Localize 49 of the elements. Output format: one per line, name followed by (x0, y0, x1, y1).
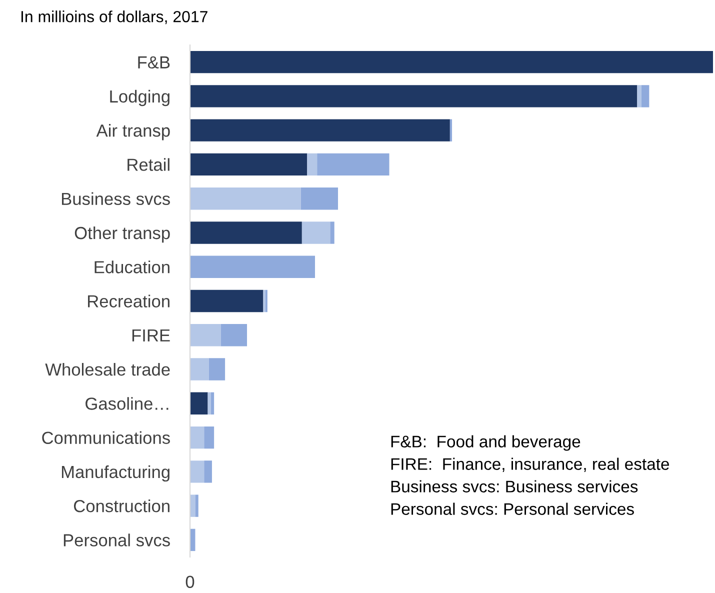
annotation: Business svcs: Business services (391, 480, 638, 492)
bar (208, 358, 226, 380)
bar (190, 426, 204, 449)
bar (210, 392, 214, 414)
bar (190, 222, 302, 244)
bar (190, 392, 208, 414)
bar (190, 358, 209, 380)
y-tick-label: FIRE (132, 329, 170, 342)
y-tick-label: F&B (138, 56, 170, 69)
bar (317, 153, 390, 176)
bar (190, 290, 264, 312)
y-tick-label: Manufacturing (62, 465, 170, 482)
y-tick-label: Air transp (96, 124, 170, 140)
bar (307, 153, 318, 176)
bar (302, 222, 330, 244)
y-tick-label: Education (94, 260, 170, 274)
bar (450, 119, 452, 142)
y-tick-label: Retail (128, 158, 170, 171)
bar (204, 426, 214, 449)
y-tick-label: Recreation (88, 294, 170, 308)
bar (190, 460, 204, 483)
bar (190, 85, 638, 108)
text: 0 (186, 576, 194, 588)
annotation: F&B: Food and beverage (391, 435, 580, 451)
bar (300, 188, 338, 210)
bar (190, 50, 713, 74)
bar (204, 460, 212, 483)
bar (190, 324, 221, 346)
bar (190, 153, 308, 176)
bar (637, 85, 642, 108)
y-tick-label: Gasoline… (86, 397, 168, 410)
bar (195, 494, 198, 517)
bar (190, 119, 450, 142)
y-tick-label: Communications (42, 431, 170, 444)
y-tick-label: Other transp (74, 226, 170, 243)
bar (330, 222, 334, 244)
y-tick-label: Personal svcs (64, 534, 170, 546)
y-tick-label: Wholesale trade (45, 362, 170, 376)
bar (208, 392, 211, 414)
annotation: Personal svcs: Personal services (391, 502, 634, 515)
bar (641, 85, 650, 108)
y-tick-label: Business svcs (62, 192, 170, 206)
bar (190, 188, 301, 210)
annotation: FIRE: Finance, insurance, real estate (391, 458, 670, 472)
y-tick-label: Lodging (110, 90, 170, 106)
y-tick-label: Construction (74, 500, 170, 512)
bar (220, 324, 248, 346)
bar (190, 256, 315, 278)
chart-title: In millioins of dollars, 2017 (21, 10, 208, 24)
